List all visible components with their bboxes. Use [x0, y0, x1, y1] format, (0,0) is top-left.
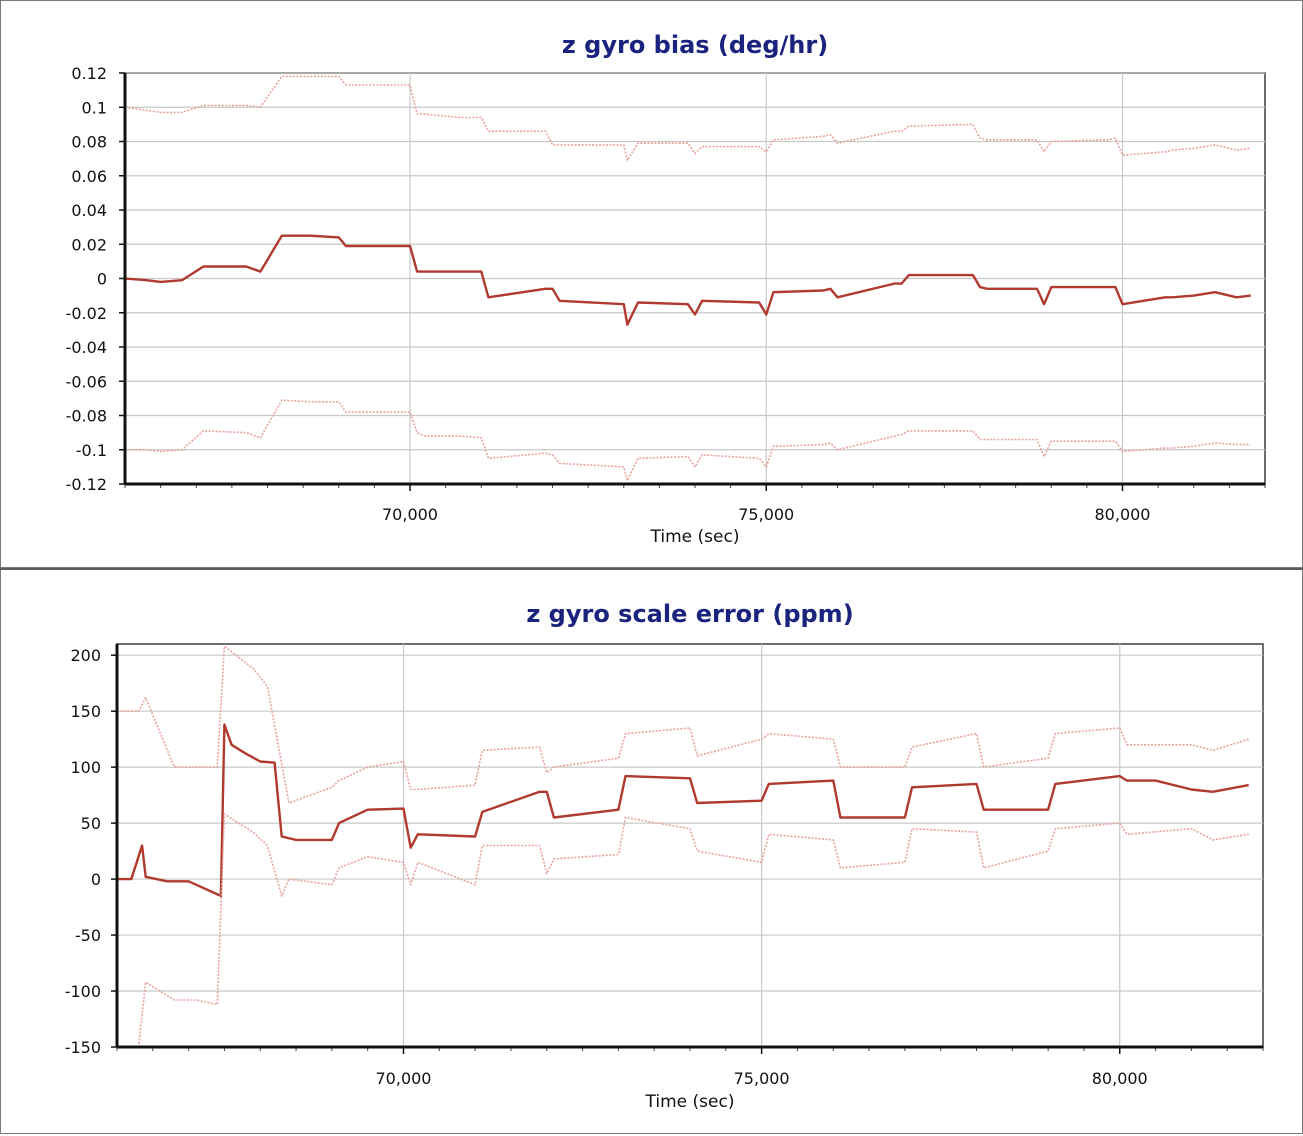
y-tick-label: 0.08	[71, 133, 107, 152]
x-axis-title: Time (sec)	[645, 1092, 735, 1112]
bias-chart: z gyro bias (deg/hr) 0.12 0.1 0.08 0.06 0.04 0…	[66, 31, 1266, 547]
bias-chart-panel: z gyro bias (deg/hr) 0.12 0.1 0.08 0.06 0.04 0…	[0, 0, 1303, 568]
chart-title: z gyro bias (deg/hr)	[562, 31, 828, 59]
series-line-upper	[117, 645, 1249, 804]
y-tick-label: -150	[65, 1038, 101, 1057]
y-tick-label: 0.12	[71, 64, 107, 83]
y-tick-label: 0	[91, 870, 101, 889]
y-tick-label: -0.04	[66, 338, 107, 357]
x-tick-label: 80,000	[1092, 1069, 1148, 1088]
x-tick-label: 80,000	[1095, 505, 1151, 524]
y-tick-label: 0.1	[82, 98, 107, 117]
y-tick-label: 200	[70, 646, 101, 665]
chart-title: z gyro scale error (ppm)	[526, 600, 853, 628]
y-tick-label: -0.06	[66, 372, 107, 391]
x-tick-label: 70,000	[376, 1069, 432, 1088]
y-tick-label: 150	[70, 702, 101, 721]
x-tick-label: 75,000	[734, 1069, 790, 1088]
y-tick-label: -100	[65, 982, 101, 1001]
x-axis-title: Time (sec)	[650, 527, 740, 547]
x-tick-label: 70,000	[382, 505, 438, 524]
series-line-lower	[117, 813, 1249, 1048]
plot-frame	[116, 643, 1264, 1048]
scale-error-chart: z gyro scale error (ppm) 200 150 100 50 0 -50 -…	[65, 600, 1264, 1112]
y-tick-label: -0.02	[66, 304, 107, 323]
y-tick-label: -0.1	[76, 441, 107, 460]
series-line-lower	[125, 399, 1251, 482]
x-tick-label: 75,000	[738, 505, 794, 524]
y-tick-label: 0.06	[71, 167, 107, 186]
y-tick-label: 100	[70, 758, 101, 777]
y-tick-label: 0.04	[71, 201, 107, 220]
y-tick-label: 0.02	[71, 235, 107, 254]
y-tick-label: 50	[81, 814, 101, 833]
series-line-estimate	[124, 234, 1251, 326]
scale-error-chart-panel: z gyro scale error (ppm) 200 150 100 50 0 -50 -…	[0, 568, 1303, 1134]
y-tick-label: 0	[97, 270, 107, 289]
y-tick-label: -0.08	[66, 407, 107, 426]
y-tick-label: -50	[75, 926, 101, 945]
y-tick-label: -0.12	[66, 475, 107, 494]
series-line-estimate	[117, 723, 1249, 898]
